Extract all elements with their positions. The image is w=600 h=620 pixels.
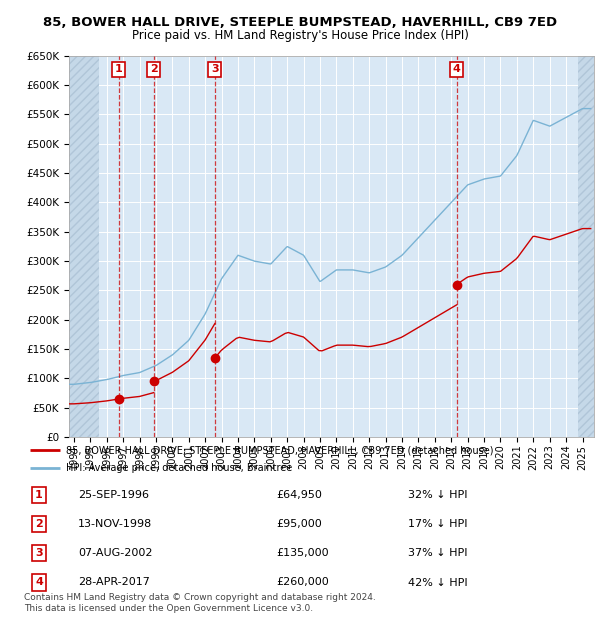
Text: £95,000: £95,000 xyxy=(276,519,322,529)
Text: 4: 4 xyxy=(35,577,43,588)
Text: £260,000: £260,000 xyxy=(276,577,329,588)
Text: 1: 1 xyxy=(115,64,122,74)
Text: £135,000: £135,000 xyxy=(276,548,329,559)
Text: 25-SEP-1996: 25-SEP-1996 xyxy=(78,490,149,500)
Text: 85, BOWER HALL DRIVE, STEEPLE BUMPSTEAD, HAVERHILL, CB9 7ED (detached house): 85, BOWER HALL DRIVE, STEEPLE BUMPSTEAD,… xyxy=(66,445,493,456)
Text: Contains HM Land Registry data © Crown copyright and database right 2024.
This d: Contains HM Land Registry data © Crown c… xyxy=(24,593,376,613)
Text: 4: 4 xyxy=(452,64,460,74)
Text: 28-APR-2017: 28-APR-2017 xyxy=(78,577,150,588)
Text: 17% ↓ HPI: 17% ↓ HPI xyxy=(408,519,467,529)
Text: 42% ↓ HPI: 42% ↓ HPI xyxy=(408,577,467,588)
Text: 2: 2 xyxy=(150,64,158,74)
Text: Price paid vs. HM Land Registry's House Price Index (HPI): Price paid vs. HM Land Registry's House … xyxy=(131,29,469,42)
Text: 37% ↓ HPI: 37% ↓ HPI xyxy=(408,548,467,559)
Text: 85, BOWER HALL DRIVE, STEEPLE BUMPSTEAD, HAVERHILL, CB9 7ED: 85, BOWER HALL DRIVE, STEEPLE BUMPSTEAD,… xyxy=(43,16,557,29)
Text: 3: 3 xyxy=(35,548,43,559)
Text: 32% ↓ HPI: 32% ↓ HPI xyxy=(408,490,467,500)
Bar xyxy=(578,56,594,437)
Text: 07-AUG-2002: 07-AUG-2002 xyxy=(78,548,152,559)
Text: HPI: Average price, detached house, Braintree: HPI: Average price, detached house, Brai… xyxy=(66,463,292,474)
Text: 1: 1 xyxy=(35,490,43,500)
Text: 13-NOV-1998: 13-NOV-1998 xyxy=(78,519,152,529)
Text: 3: 3 xyxy=(211,64,218,74)
Bar xyxy=(69,56,98,437)
Text: 2: 2 xyxy=(35,519,43,529)
Text: £64,950: £64,950 xyxy=(276,490,322,500)
